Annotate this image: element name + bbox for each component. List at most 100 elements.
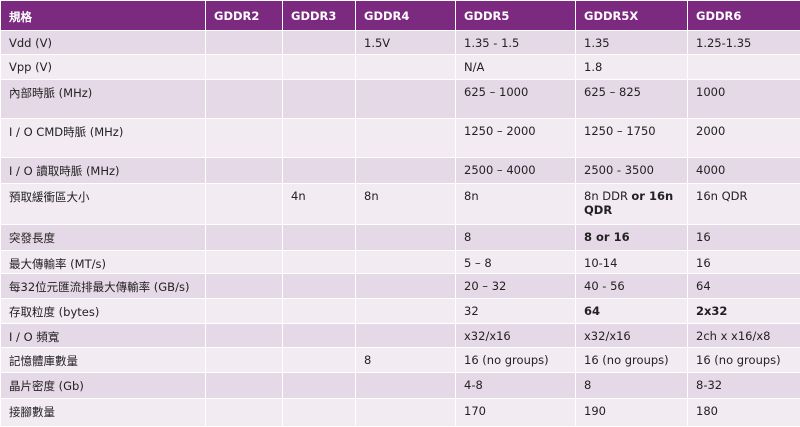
- cell: 8 or 16: [576, 225, 688, 251]
- cell: [356, 299, 456, 324]
- cell: [283, 324, 356, 348]
- cell: 16n QDR: [688, 184, 800, 225]
- cell: [206, 158, 283, 184]
- header-cell: GDDR2: [206, 1, 283, 31]
- cell: 180: [688, 399, 800, 427]
- cell: [283, 299, 356, 324]
- header-cell: GDDR5: [456, 1, 576, 31]
- row-label: I / O CMD時脈 (MHz): [1, 119, 206, 158]
- cell: [206, 399, 283, 427]
- cell: 40 - 56: [576, 274, 688, 299]
- row-label: 存取粒度 (bytes): [1, 299, 206, 324]
- cell: [283, 274, 356, 299]
- cell: 2000: [688, 119, 800, 158]
- cell: [283, 55, 356, 80]
- cell: [356, 119, 456, 158]
- cell: [283, 119, 356, 158]
- cell-text: 64: [584, 304, 600, 318]
- cell: 170: [456, 399, 576, 427]
- cell: 16: [688, 225, 800, 251]
- cell: [206, 119, 283, 158]
- cell: [206, 251, 283, 274]
- cell-text: 8 or 16: [584, 230, 630, 244]
- table-row: 存取粒度 (bytes) 32 64 2x32: [1, 299, 800, 324]
- cell: 2x32: [688, 299, 800, 324]
- cell: 8n: [456, 184, 576, 225]
- cell: 1250 – 1750: [576, 119, 688, 158]
- row-label: 內部時脈 (MHz): [1, 80, 206, 119]
- cell: [206, 225, 283, 251]
- row-label: 接腳數量: [1, 399, 206, 427]
- cell: [356, 251, 456, 274]
- cell: [283, 348, 356, 373]
- cell: 8-32: [688, 373, 800, 399]
- cell: [283, 158, 356, 184]
- cell: [356, 225, 456, 251]
- cell: 8: [456, 225, 576, 251]
- cell: 1.8: [576, 55, 688, 80]
- cell: 16 (no groups): [688, 348, 800, 373]
- cell: 625 – 825: [576, 80, 688, 119]
- cell: [356, 80, 456, 119]
- cell-text: 2x32: [696, 304, 727, 318]
- cell: [206, 184, 283, 225]
- cell: 1.35: [576, 31, 688, 55]
- cell: 64: [688, 274, 800, 299]
- cell: [206, 55, 283, 80]
- cell: 16 (no groups): [456, 348, 576, 373]
- cell: [356, 373, 456, 399]
- cell: [206, 80, 283, 119]
- cell: [206, 31, 283, 55]
- cell: [356, 274, 456, 299]
- cell: [206, 299, 283, 324]
- cell: [283, 80, 356, 119]
- cell: [206, 348, 283, 373]
- cell: [283, 31, 356, 55]
- cell: 5 – 8: [456, 251, 576, 274]
- row-label: I / O 頻寬: [1, 324, 206, 348]
- row-label: Vpp (V): [1, 55, 206, 80]
- cell: [356, 55, 456, 80]
- cell: [206, 274, 283, 299]
- cell: 16 (no groups): [576, 348, 688, 373]
- cell: 2ch x x16/x8: [688, 324, 800, 348]
- cell: [283, 225, 356, 251]
- header-cell: GDDR4: [356, 1, 456, 31]
- cell: 16: [688, 251, 800, 274]
- cell: 190: [576, 399, 688, 427]
- cell: [356, 324, 456, 348]
- cell: 1.5V: [356, 31, 456, 55]
- cell: 8n: [356, 184, 456, 225]
- cell: x32/x16: [576, 324, 688, 348]
- cell: [206, 373, 283, 399]
- header-cell: GDDR5X: [576, 1, 688, 31]
- cell: 625 – 1000: [456, 80, 576, 119]
- cell: 8: [356, 348, 456, 373]
- cell: 64: [576, 299, 688, 324]
- header-cell: 規格: [1, 1, 206, 31]
- cell: 32: [456, 299, 576, 324]
- cell: 1.25-1.35: [688, 31, 800, 55]
- cell: 1250 – 2000: [456, 119, 576, 158]
- row-label: I / O 讀取時脈 (MHz): [1, 158, 206, 184]
- cell: 1000: [688, 80, 800, 119]
- cell: 1.35 - 1.5: [456, 31, 576, 55]
- cell: [283, 399, 356, 427]
- cell: 8: [576, 373, 688, 399]
- cell: [356, 158, 456, 184]
- header-cell: GDDR3: [283, 1, 356, 31]
- cell: x32/x16: [456, 324, 576, 348]
- row-label: 記憶體庫數量: [1, 348, 206, 373]
